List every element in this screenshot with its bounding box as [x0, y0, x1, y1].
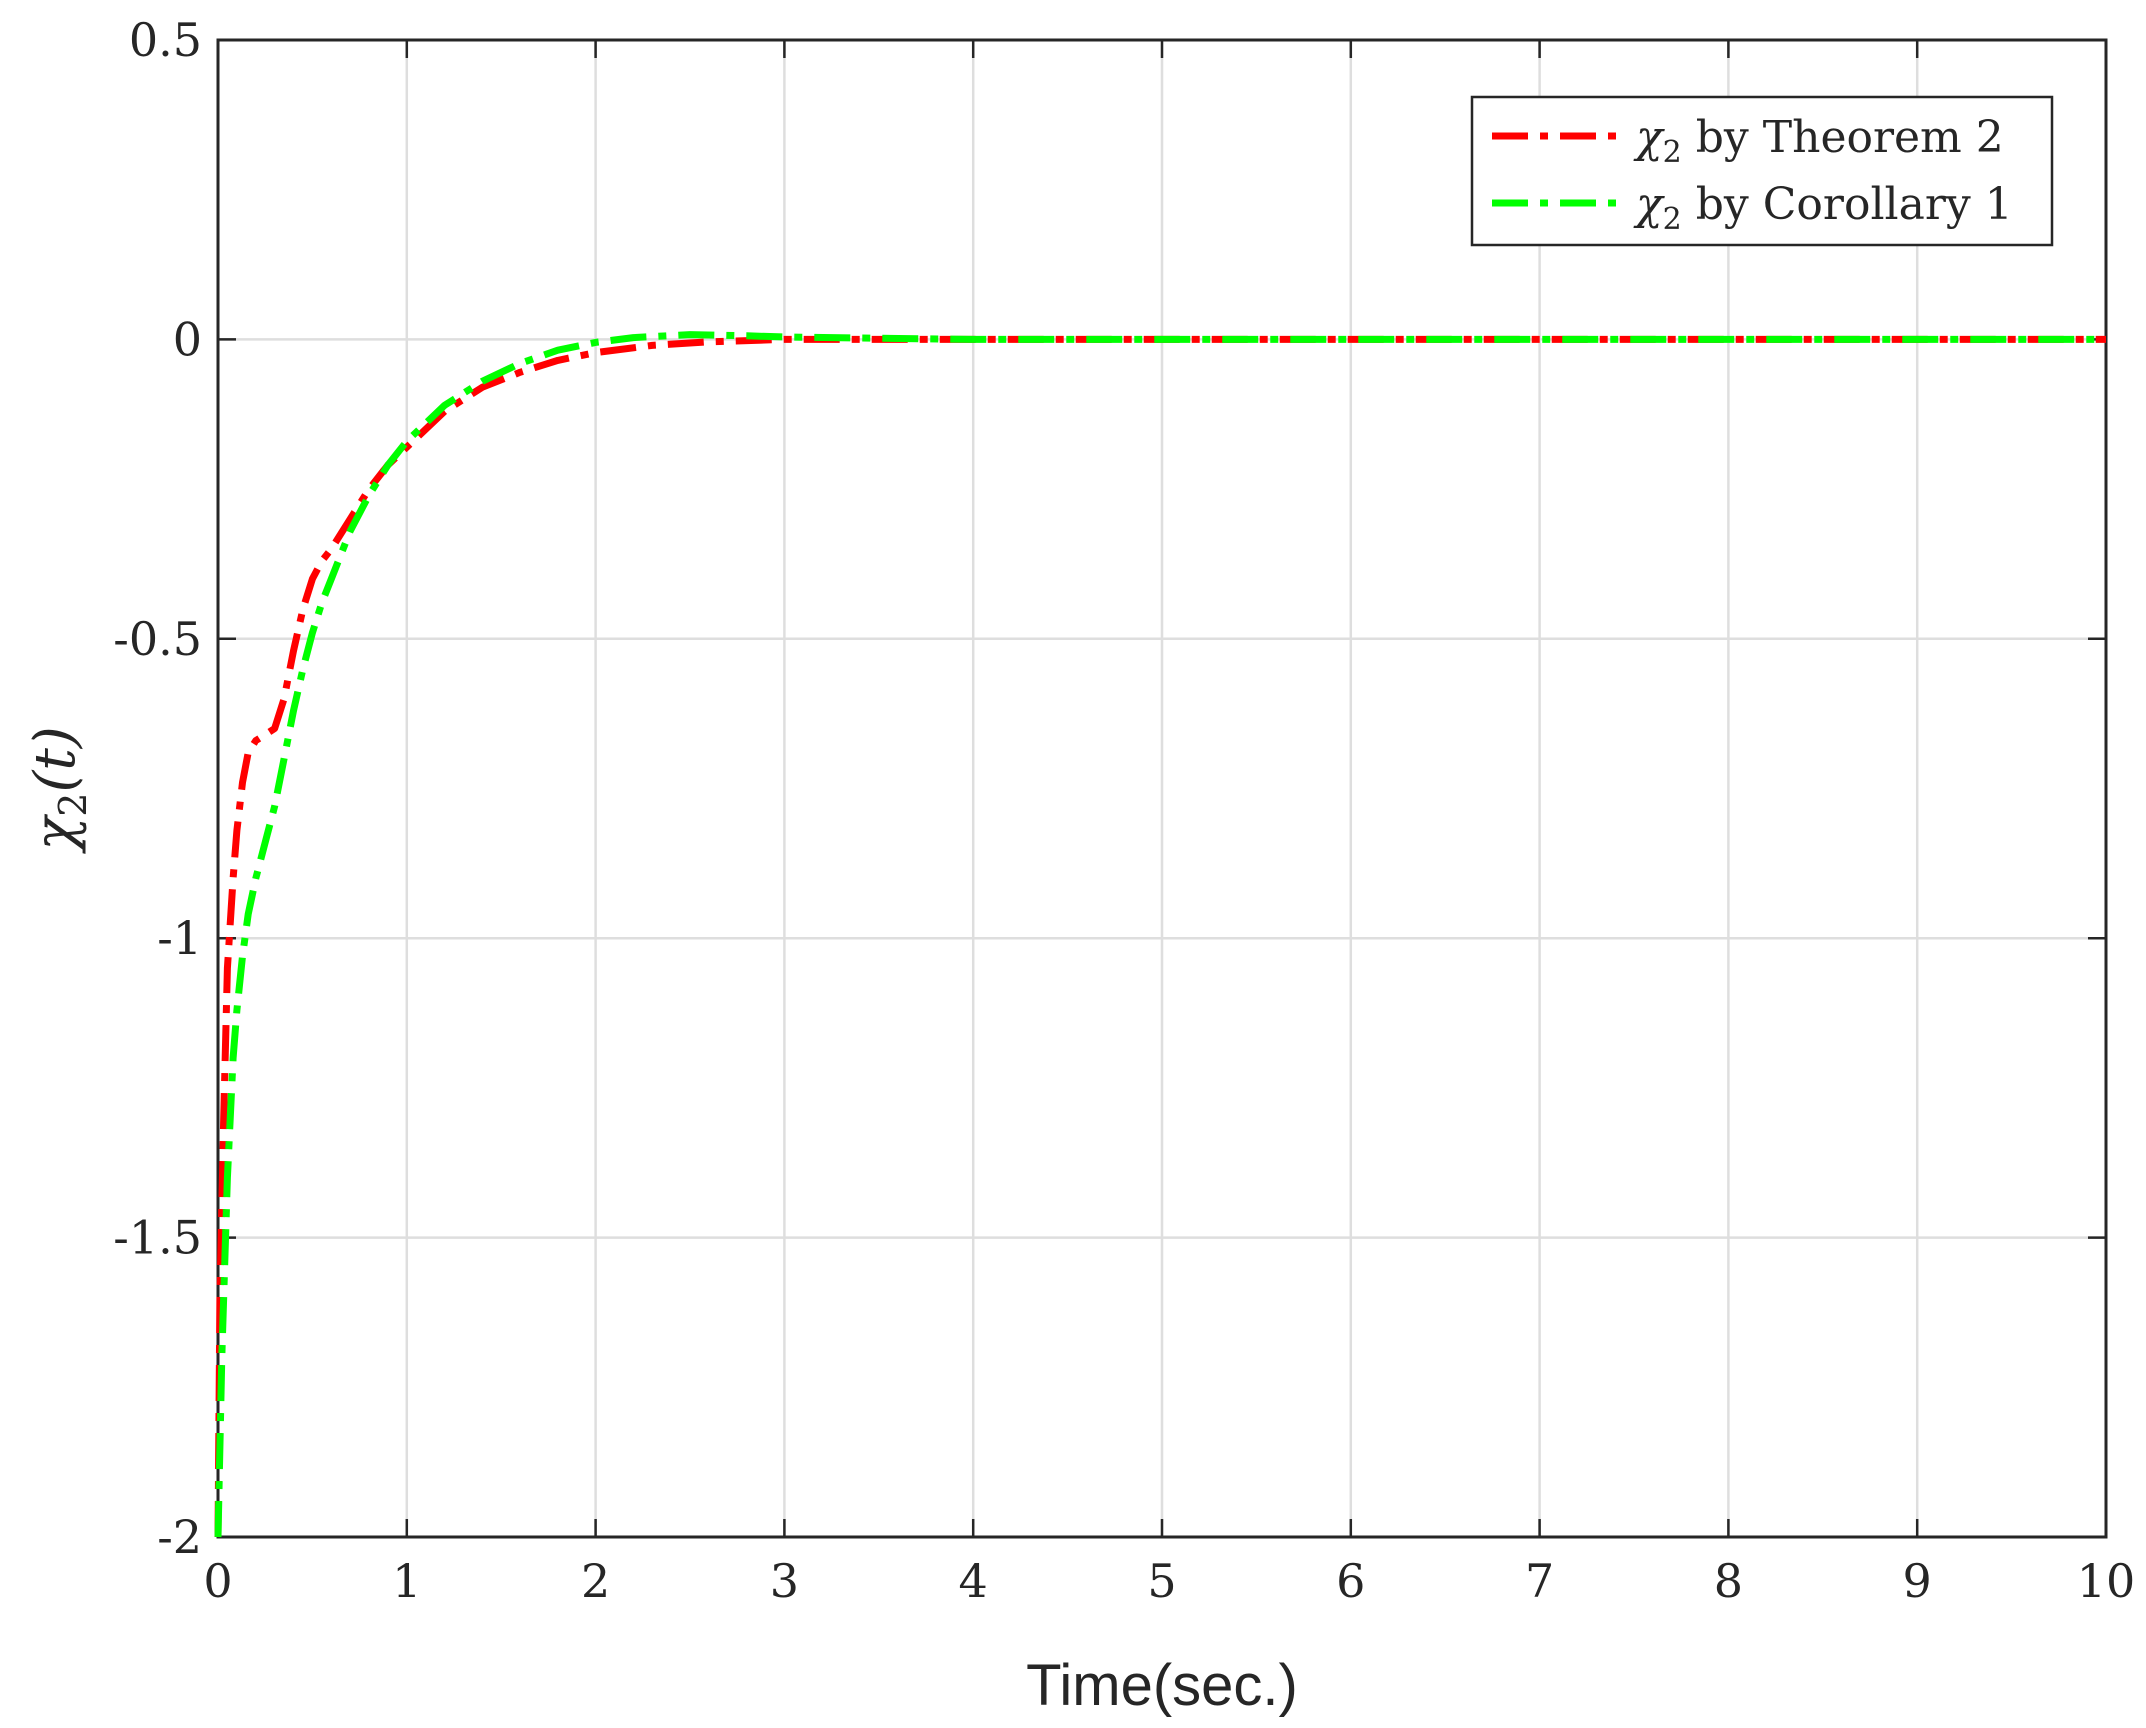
x-tick-label: 0: [203, 1554, 232, 1608]
y-tick-label: -1.5: [113, 1211, 202, 1265]
y-tick-labels: -2 -1.5 -1 -0.5 0 0.5: [113, 13, 202, 1564]
x-tick-label: 5: [1147, 1554, 1176, 1608]
y-tick-label: -0.5: [113, 612, 202, 666]
x-tick-label: 6: [1336, 1554, 1365, 1608]
y-tick-label: 0.5: [129, 13, 202, 67]
x-tick-label: 3: [770, 1554, 799, 1608]
y-axis-label-subscript: 2: [51, 793, 95, 817]
y-tick-label: 0: [173, 312, 202, 366]
legend-label-theorem-2: χ2 by Theorem 2: [1633, 112, 2004, 170]
x-tick-labels: 0 1 2 3 4 5 6 7 8 9 10: [203, 1554, 2135, 1608]
y-axis-label-argument: (t): [23, 726, 88, 792]
x-tick-label: 1: [392, 1554, 421, 1608]
x-axis-label: Time(sec.): [1026, 1653, 1298, 1718]
y-tick-label: -1: [157, 911, 202, 965]
series-layer: [214, 331, 2106, 1538]
x-tick-label: 8: [1714, 1554, 1743, 1608]
series-line-corollary-1: [214, 331, 2106, 1538]
x-tick-label: 9: [1903, 1554, 1932, 1608]
legend: χ2 by Theorem 2 χ2 by Corollary 1: [1470, 95, 2054, 247]
y-axis-label: χ2(t): [23, 726, 95, 854]
legend-label-corollary-1: χ2 by Corollary 1: [1633, 179, 2013, 237]
x-tick-label: 4: [959, 1554, 988, 1608]
y-tick-label: -2: [157, 1510, 202, 1564]
legend-box: [1470, 95, 2054, 247]
x-tick-label: 2: [581, 1554, 610, 1608]
y-axis-label-symbol: χ: [23, 814, 88, 855]
x-tick-label: 10: [2077, 1554, 2136, 1608]
x-tick-label: 7: [1525, 1554, 1554, 1608]
